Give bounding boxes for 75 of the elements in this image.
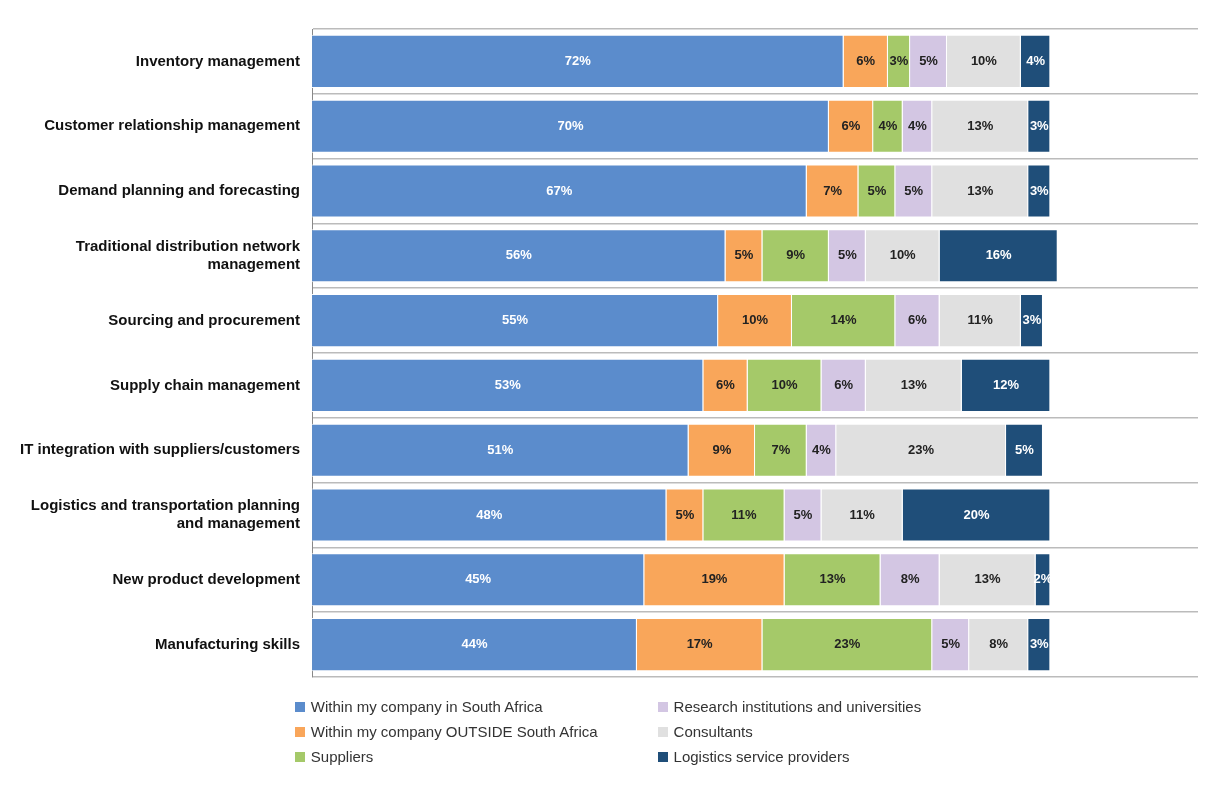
data-label: 3% xyxy=(889,52,909,68)
data-label: 6% xyxy=(856,52,876,68)
data-label: 20% xyxy=(963,506,990,522)
data-label: 10% xyxy=(771,376,798,392)
data-label: 8% xyxy=(989,636,1009,652)
data-label: 67% xyxy=(546,182,573,198)
data-label: 13% xyxy=(900,376,928,392)
data-label: 4% xyxy=(878,117,898,133)
data-label: 23% xyxy=(908,441,935,457)
data-label: 5% xyxy=(1015,441,1035,457)
data-label: 45% xyxy=(465,571,492,587)
data-label: 6% xyxy=(716,376,736,392)
y-tick-label: Supply chain management xyxy=(109,375,301,393)
y-tick-label: Logistics and transportation planning and management xyxy=(30,496,301,532)
data-label: 51% xyxy=(487,441,514,457)
data-label: 4% xyxy=(908,117,928,133)
data-label: 9% xyxy=(712,441,732,457)
legend-label: Logistics service providers xyxy=(673,748,850,765)
data-label: 7% xyxy=(771,441,791,457)
data-label: 17% xyxy=(686,636,714,652)
data-label: 14% xyxy=(830,312,858,328)
y-tick-label: Manufacturing skills xyxy=(155,634,301,652)
y-tick-label: Demand planning and forecasting xyxy=(58,181,301,199)
data-label: 10% xyxy=(742,312,769,328)
data-label: 5% xyxy=(837,247,858,263)
data-label: 55% xyxy=(502,312,529,328)
data-label: 70% xyxy=(557,117,584,133)
data-label: 12% xyxy=(993,376,1020,392)
data-label: 3% xyxy=(1029,636,1050,652)
legend-label: Within my company OUTSIDE South Africa xyxy=(310,723,598,740)
data-label: 6% xyxy=(834,376,854,392)
data-label: 4% xyxy=(1026,52,1046,68)
data-label: 11% xyxy=(731,506,758,522)
data-label: 19% xyxy=(701,571,728,587)
data-label: 16% xyxy=(985,247,1013,263)
data-label: 5% xyxy=(734,247,754,263)
data-label: 10% xyxy=(889,247,917,263)
data-label: 13% xyxy=(819,571,846,587)
data-label: 23% xyxy=(834,636,861,652)
data-label: 5% xyxy=(867,182,887,198)
data-label: 3% xyxy=(1022,312,1042,328)
data-label: 4% xyxy=(812,441,832,457)
data-label: 48% xyxy=(476,506,503,522)
data-label: 5% xyxy=(919,52,939,68)
y-tick-label: Traditional distribution network management xyxy=(75,236,301,272)
data-label: 56% xyxy=(505,247,533,263)
legend-label: Suppliers xyxy=(310,748,374,765)
legend-label: Consultants xyxy=(673,723,753,740)
data-label: 10% xyxy=(970,52,998,68)
data-label: 5% xyxy=(675,506,695,522)
data-label: 5% xyxy=(904,182,924,198)
data-label: 44% xyxy=(461,636,488,652)
data-label: 53% xyxy=(494,376,522,392)
data-label: 6% xyxy=(841,117,861,133)
data-label: 11% xyxy=(967,312,994,328)
data-label: 3% xyxy=(1029,182,1050,198)
data-label: 5% xyxy=(941,636,961,652)
y-tick-label: Customer relationship management xyxy=(44,116,301,134)
legend-label: Research institutions and universities xyxy=(673,698,922,715)
legend-label: Within my company in South Africa xyxy=(310,698,543,715)
data-label: 8% xyxy=(900,571,920,587)
data-label: 6% xyxy=(908,312,928,328)
y-tick-label: New product development xyxy=(112,569,301,587)
data-label: 9% xyxy=(786,247,806,263)
data-label: 3% xyxy=(1029,117,1050,133)
data-label: 5% xyxy=(793,506,813,522)
data-label: 7% xyxy=(823,182,843,198)
data-label: 13% xyxy=(967,117,994,133)
data-label: 13% xyxy=(974,571,1002,587)
data-label: 11% xyxy=(849,506,876,522)
y-tick-label: Inventory management xyxy=(135,51,301,69)
y-tick-label: IT integration with suppliers/customers xyxy=(19,440,301,458)
y-tick-label: Sourcing and procurement xyxy=(108,310,301,328)
data-label: 13% xyxy=(967,182,994,198)
data-label: 72% xyxy=(564,52,592,68)
